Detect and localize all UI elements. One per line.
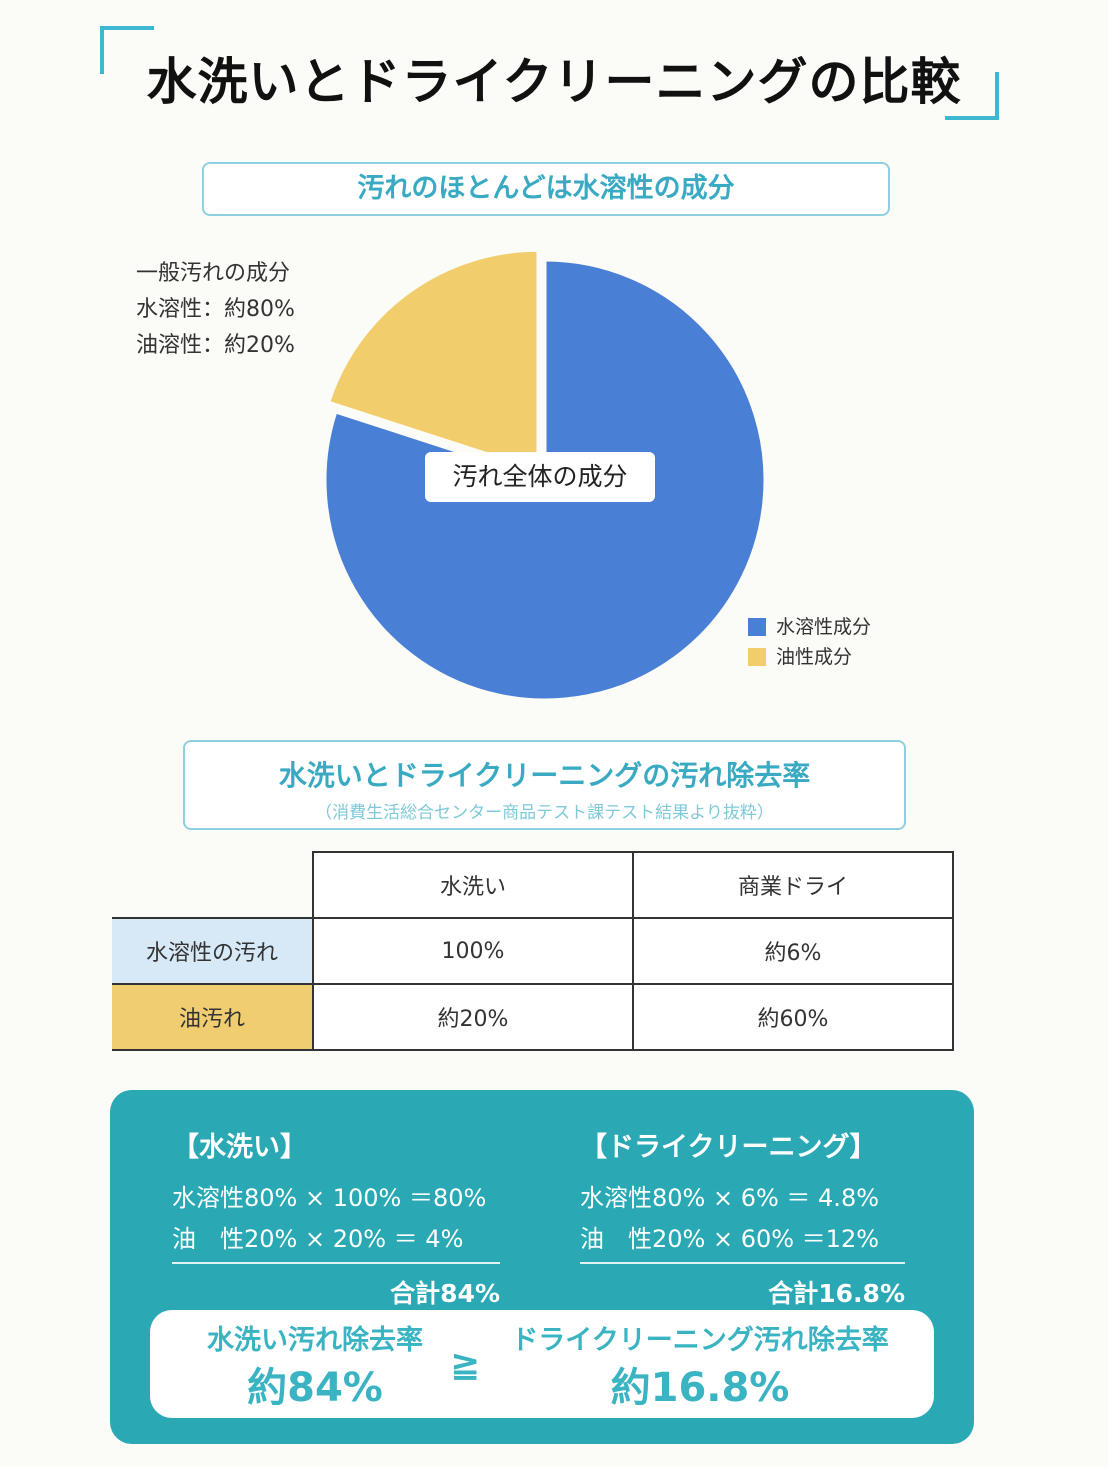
result-dry-label: ドライクリーニング汚れ除去率 xyxy=(511,1325,889,1356)
result-dry-value: 約16.8% xyxy=(610,1365,790,1411)
pie-legend: 水溶性成分 油性成分 xyxy=(748,612,871,672)
calc-water-wash: 【水洗い】 水溶性80% × 100% ＝80% 油 性20% × 20% ＝ … xyxy=(172,1125,500,1310)
calc-dry-heading: 【ドライクリーニング】 xyxy=(580,1132,877,1163)
result-comparison-box: 水洗い汚れ除去率 約84% ≧ ドライクリーニング汚れ除去率 約16.8% xyxy=(150,1310,934,1418)
table-col-header-water: 水洗い xyxy=(312,851,634,919)
calc-dry-total: 合計16.8% xyxy=(768,1279,905,1308)
calc-water-line2: 油 性20% × 20% ＝ 4% xyxy=(172,1225,464,1253)
table-cell: 約20% xyxy=(312,983,634,1051)
legend-item-water: 水溶性成分 xyxy=(748,612,871,642)
result-dry: ドライクリーニング汚れ除去率 約16.8% xyxy=(490,1318,910,1413)
title-bracket-top-left xyxy=(100,26,154,74)
legend-swatch-oil xyxy=(748,648,766,666)
calc-water-total: 合計84% xyxy=(390,1279,500,1308)
section-heading-composition: 汚れのほとんどは水溶性の成分 xyxy=(202,162,890,216)
result-water-value: 約84% xyxy=(247,1365,383,1411)
note-line-oil: 油溶性：約20% xyxy=(136,333,295,358)
table-col-header-dry: 商業ドライ xyxy=(632,851,954,919)
legend-item-oil: 油性成分 xyxy=(748,642,871,672)
table-cell: 約60% xyxy=(632,983,954,1051)
table-row-header-water-soluble: 水溶性の汚れ xyxy=(112,917,314,985)
calc-dry-divider xyxy=(580,1262,905,1264)
note-line-title: 一般汚れの成分 xyxy=(136,261,291,286)
section-heading-removal-rate: 水洗いとドライクリーニングの汚れ除去率 （消費生活総合センター商品テスト課テスト… xyxy=(183,740,906,830)
removal-rate-source: （消費生活総合センター商品テスト課テスト結果より抜粋） xyxy=(315,803,774,823)
calc-water-line1: 水溶性80% × 100% ＝80% xyxy=(172,1184,487,1212)
title-bracket-bottom-right xyxy=(945,72,999,120)
table-row-header-oil: 油汚れ xyxy=(112,983,314,1051)
calc-dry-line2: 油 性20% × 60% ＝12% xyxy=(580,1225,880,1253)
legend-label-oil: 油性成分 xyxy=(776,646,853,668)
table-cell: 100% xyxy=(312,917,634,985)
note-line-water: 水溶性：約80% xyxy=(136,297,295,322)
composition-note: 一般汚れの成分 水溶性：約80% 油溶性：約20% xyxy=(136,256,295,364)
table-row: 油汚れ 約20% 約60% xyxy=(112,983,954,1051)
pie-slice-oil xyxy=(326,248,540,473)
removal-rate-heading: 水洗いとドライクリーニングの汚れ除去率 xyxy=(278,759,811,792)
page-title: 水洗いとドライクリーニングの比較 xyxy=(146,53,962,111)
table-cell: 約6% xyxy=(632,917,954,985)
result-water: 水洗い汚れ除去率 約84% xyxy=(180,1318,450,1413)
table-header-row: 水洗い 商業ドライ xyxy=(112,851,954,919)
legend-label-water: 水溶性成分 xyxy=(776,616,872,638)
result-water-label: 水洗い汚れ除去率 xyxy=(207,1325,423,1356)
calc-dry-cleaning: 【ドライクリーニング】 水溶性80% × 6% ＝ 4.8% 油 性20% × … xyxy=(580,1125,905,1310)
calc-water-heading: 【水洗い】 xyxy=(172,1132,307,1163)
table-row: 水溶性の汚れ 100% 約6% xyxy=(112,917,954,985)
removal-rate-table: 水洗い 商業ドライ 水溶性の汚れ 100% 約6% 油汚れ 約20% 約60% xyxy=(112,851,954,1051)
greater-equal-symbol: ≧ xyxy=(450,1344,481,1385)
calc-dry-line1: 水溶性80% × 6% ＝ 4.8% xyxy=(580,1184,880,1212)
legend-swatch-water xyxy=(748,618,766,636)
pie-center-label: 汚れ全体の成分 xyxy=(425,452,655,502)
calc-water-divider xyxy=(172,1262,500,1264)
